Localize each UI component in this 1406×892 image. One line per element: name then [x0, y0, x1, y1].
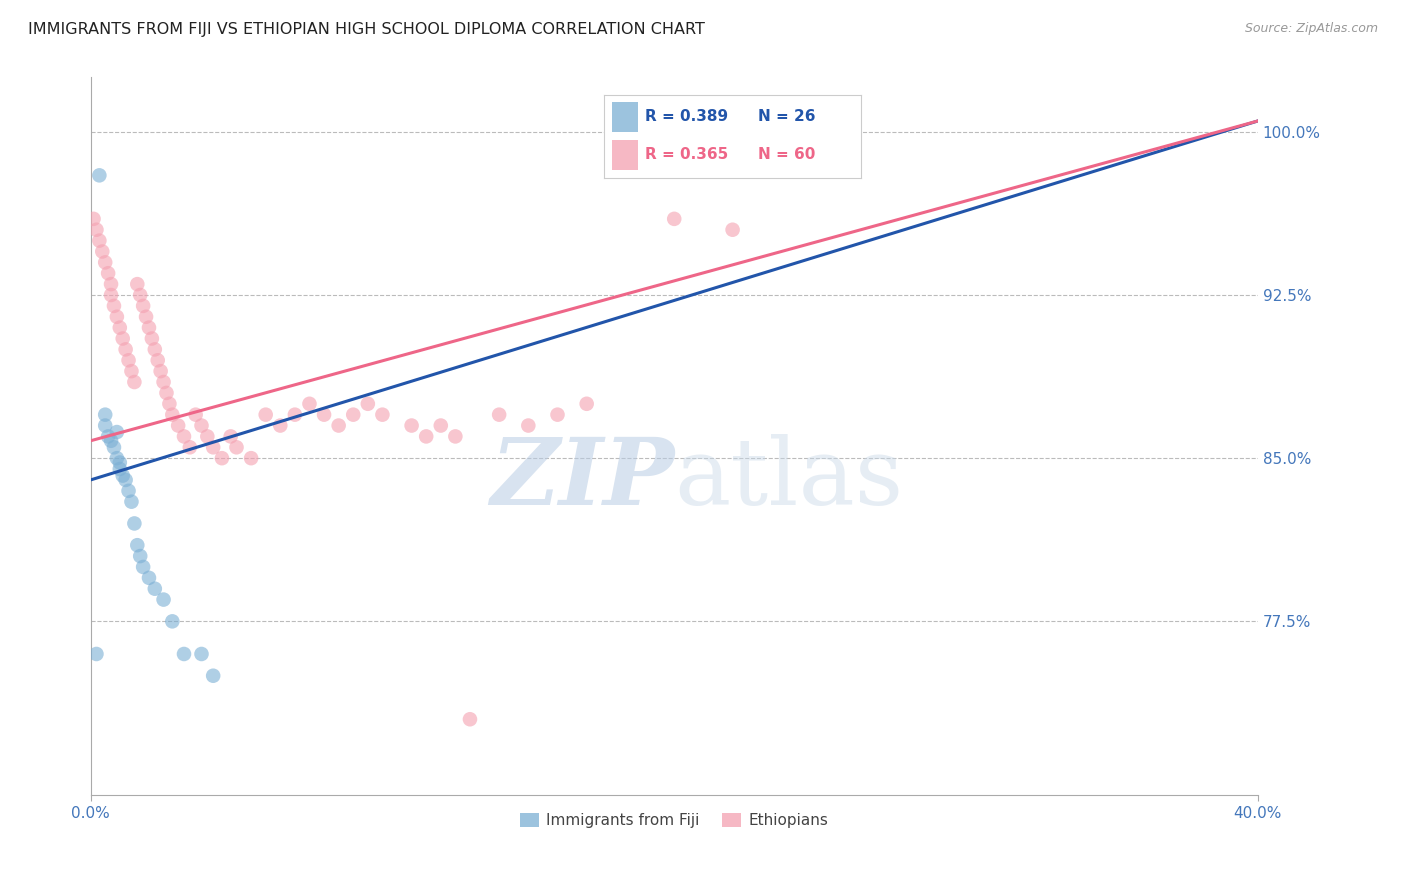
Point	[312, 408, 335, 422]
Point	[179, 440, 201, 454]
Point	[173, 429, 195, 443]
Point	[211, 451, 233, 466]
Point	[124, 516, 146, 531]
Text: Source: ZipAtlas.com: Source: ZipAtlas.com	[1244, 22, 1378, 36]
Point	[357, 397, 380, 411]
Point	[89, 169, 111, 183]
Point	[195, 429, 218, 443]
Point	[138, 571, 160, 585]
Text: IMMIGRANTS FROM FIJI VS ETHIOPIAN HIGH SCHOOL DIPLOMA CORRELATION CHART: IMMIGRANTS FROM FIJI VS ETHIOPIAN HIGH S…	[28, 22, 704, 37]
Point	[284, 408, 307, 422]
Point	[83, 211, 105, 226]
Point	[105, 451, 128, 466]
Point	[167, 418, 190, 433]
Point	[152, 375, 174, 389]
Point	[127, 538, 149, 552]
Point	[100, 288, 122, 302]
Point	[86, 223, 108, 237]
Text: ZIP: ZIP	[489, 434, 675, 524]
Legend: Immigrants from Fiji, Ethiopians: Immigrants from Fiji, Ethiopians	[515, 807, 834, 834]
Point	[547, 408, 569, 422]
Point	[342, 408, 364, 422]
Point	[157, 397, 180, 411]
Point	[117, 353, 139, 368]
Point	[111, 468, 134, 483]
Point	[240, 451, 263, 466]
Point	[132, 560, 155, 574]
Point	[202, 440, 225, 454]
Point	[108, 462, 131, 476]
Point	[121, 494, 143, 508]
Point	[103, 440, 125, 454]
Point	[124, 375, 146, 389]
Point	[155, 385, 177, 400]
Point	[108, 320, 131, 334]
Point	[488, 408, 510, 422]
Point	[100, 434, 122, 448]
Point	[129, 288, 152, 302]
Point	[415, 429, 437, 443]
Point	[162, 615, 184, 629]
Point	[225, 440, 247, 454]
Point	[111, 332, 134, 346]
Point	[149, 364, 172, 378]
Point	[105, 425, 128, 439]
Point	[444, 429, 467, 443]
Point	[371, 408, 394, 422]
Point	[721, 223, 744, 237]
Point	[190, 647, 212, 661]
Point	[162, 408, 184, 422]
Point	[121, 364, 143, 378]
Point	[254, 408, 277, 422]
Point	[143, 582, 166, 596]
Point	[86, 647, 108, 661]
Point	[89, 234, 111, 248]
Point	[97, 429, 120, 443]
Point	[269, 418, 291, 433]
Point	[190, 418, 212, 433]
Point	[184, 408, 207, 422]
Point	[517, 418, 540, 433]
Point	[664, 211, 686, 226]
Point	[143, 343, 166, 357]
Point	[117, 483, 139, 498]
Point	[127, 277, 149, 292]
Point	[94, 255, 117, 269]
Point	[458, 712, 481, 726]
Point	[141, 332, 163, 346]
Point	[114, 473, 136, 487]
Point	[138, 320, 160, 334]
Point	[100, 277, 122, 292]
Point	[219, 429, 242, 443]
Point	[91, 244, 114, 259]
Point	[202, 669, 225, 683]
Point	[105, 310, 128, 324]
Point	[129, 549, 152, 563]
Point	[575, 397, 598, 411]
Point	[328, 418, 350, 433]
Point	[108, 456, 131, 470]
Point	[146, 353, 169, 368]
Point	[94, 418, 117, 433]
Point	[430, 418, 453, 433]
Point	[94, 408, 117, 422]
Point	[103, 299, 125, 313]
Point	[135, 310, 157, 324]
Text: atlas: atlas	[675, 434, 904, 524]
Point	[97, 266, 120, 280]
Point	[114, 343, 136, 357]
Point	[298, 397, 321, 411]
Point	[173, 647, 195, 661]
Point	[132, 299, 155, 313]
Point	[152, 592, 174, 607]
Point	[401, 418, 423, 433]
